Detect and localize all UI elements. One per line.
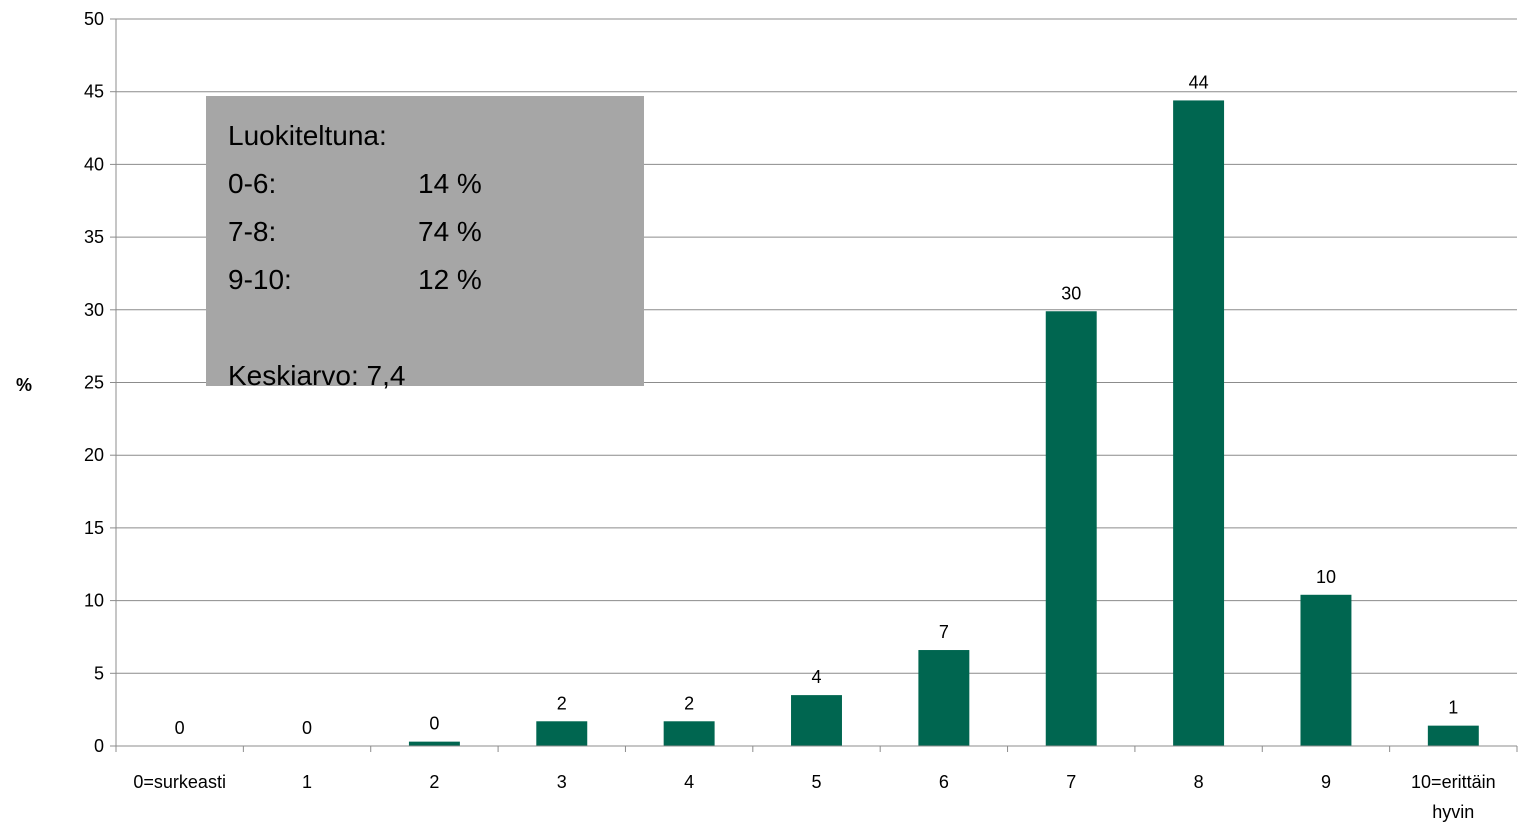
x-tick-label: 9 — [1321, 772, 1331, 792]
x-tick-label: 5 — [811, 772, 821, 792]
summary-row: 9-10: 12 % — [228, 256, 644, 304]
data-label: 0 — [175, 718, 185, 738]
y-tick-label: 40 — [84, 154, 104, 174]
summary-row-value: 14 % — [418, 168, 482, 199]
x-tick-label: 0=surkeasti — [133, 772, 226, 792]
data-label: 0 — [302, 718, 312, 738]
data-label: 2 — [684, 693, 694, 713]
data-label: 7 — [939, 622, 949, 642]
x-axis: 0=surkeasti 1 2 3 4 5 6 7 8 9 10=erittäin hyvin — [115, 745, 1518, 822]
summary-row-value: 74 % — [418, 216, 482, 247]
data-label: 10 — [1316, 567, 1336, 587]
x-tick-label: 10=erittäin hyvin — [1411, 772, 1496, 822]
summary-row-label: 0-6: — [228, 168, 277, 199]
bar — [408, 741, 460, 746]
bar — [1427, 725, 1479, 746]
summary-box: Luokiteltuna: 0-6: 14 % 7-8: 74 % 9-10: … — [206, 96, 644, 391]
y-tick-label: 20 — [84, 445, 104, 465]
summary-mean: Keskiarvo: 7,4 — [228, 360, 406, 391]
y-axis-label: % — [16, 375, 32, 395]
y-tick-label: 10 — [84, 591, 104, 611]
data-label: 4 — [811, 667, 821, 687]
y-tick-label: 15 — [84, 518, 104, 538]
data-label: 2 — [557, 693, 567, 713]
bar — [1300, 594, 1352, 746]
bar — [1173, 100, 1225, 746]
x-tick-label: 1 — [302, 772, 312, 792]
bar — [1045, 311, 1097, 746]
data-label: 1 — [1448, 698, 1458, 718]
bar — [918, 650, 970, 746]
x-tick-label: 4 — [684, 772, 694, 792]
x-tick-label: 3 — [557, 772, 567, 792]
data-label: 44 — [1189, 72, 1209, 92]
summary-title: Luokiteltuna: — [228, 120, 387, 151]
summary-row: 0-6: 14 % — [228, 160, 644, 208]
summary-row-label: 9-10: — [228, 264, 292, 295]
summary-row: 7-8: 74 % — [228, 208, 644, 256]
y-tick-label: 35 — [84, 227, 104, 247]
y-tick-label: 50 — [84, 9, 104, 29]
y-tick-label: 25 — [84, 373, 104, 393]
x-tick-label: 2 — [429, 772, 439, 792]
x-tick-label: 8 — [1194, 772, 1204, 792]
x-tick-label: 7 — [1066, 772, 1076, 792]
summary-row-label: 7-8: — [228, 216, 277, 247]
x-tick-label: 6 — [939, 772, 949, 792]
y-tick-label: 5 — [94, 663, 104, 683]
bars — [408, 100, 1479, 746]
bar — [791, 695, 842, 746]
bar — [663, 721, 715, 746]
y-tick-label: 0 — [94, 736, 104, 756]
y-axis-ticks: 0 5 10 15 20 25 30 35 40 45 50 — [84, 9, 117, 756]
y-tick-label: 30 — [84, 300, 104, 320]
summary-row-value: 12 % — [418, 264, 482, 295]
bar — [536, 721, 588, 746]
data-label: 30 — [1061, 283, 1081, 303]
data-labels: 0 0 0 2 2 4 7 30 44 10 1 — [175, 72, 1459, 738]
data-label: 0 — [429, 714, 439, 734]
y-tick-label: 45 — [84, 82, 104, 102]
